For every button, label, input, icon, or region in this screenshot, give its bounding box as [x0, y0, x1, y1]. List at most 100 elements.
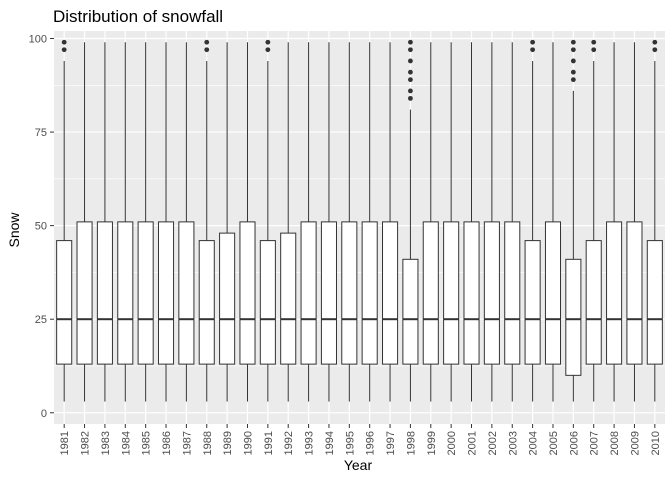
outlier-point — [61, 39, 67, 45]
outlier-point — [591, 47, 597, 53]
x-tick-label: 1991 — [263, 431, 275, 455]
iqr-box — [56, 240, 73, 365]
outlier-point — [408, 77, 413, 83]
y-tick-label: 75 — [35, 127, 47, 139]
box-2007 — [585, 39, 602, 402]
box-2009 — [626, 42, 643, 402]
iqr-box — [341, 221, 358, 365]
box-1995 — [341, 42, 358, 402]
y-tick-label: 50 — [35, 221, 47, 233]
x-tick-label: 1995 — [344, 431, 356, 455]
x-tick-label: 2004 — [528, 431, 540, 455]
box-1996 — [361, 42, 378, 402]
iqr-box — [96, 221, 113, 365]
x-tick-label: 1989 — [222, 431, 234, 455]
outlier-point — [408, 88, 413, 94]
box-1999 — [422, 42, 439, 402]
box-1981 — [56, 39, 73, 402]
outlier-point — [408, 95, 413, 101]
outlier-point — [204, 47, 210, 53]
box-1988 — [198, 39, 215, 402]
outlier-point — [570, 47, 576, 53]
outlier-point — [265, 39, 271, 45]
iqr-box — [504, 221, 521, 365]
x-tick-label: 1992 — [283, 431, 295, 455]
iqr-box — [443, 221, 460, 365]
outlier-point — [652, 47, 658, 53]
box-2006 — [565, 39, 582, 402]
iqr-box — [117, 221, 134, 365]
x-tick-label: 2009 — [629, 431, 641, 455]
x-tick-label: 1981 — [59, 431, 71, 455]
iqr-box — [626, 221, 643, 365]
box-2008 — [606, 42, 623, 402]
box-1991 — [259, 39, 276, 402]
x-axis: 1981 1982 1983 1984 1985 1986 1987 1988 1989 1990… — [59, 424, 662, 455]
iqr-box — [524, 240, 541, 365]
box-1990 — [239, 42, 256, 402]
x-tick-label: 1994 — [324, 431, 336, 455]
x-tick-label: 1996 — [365, 431, 377, 455]
box-2003 — [504, 42, 521, 402]
x-tick-label: 2000 — [446, 431, 458, 455]
box-2001 — [463, 42, 480, 402]
x-tick-label: 1986 — [161, 431, 173, 455]
outlier-point — [530, 47, 536, 53]
box-1985 — [137, 42, 154, 402]
iqr-box — [606, 221, 623, 365]
outlier-point — [204, 39, 210, 45]
box-1986 — [157, 42, 175, 402]
iqr-box — [585, 240, 602, 365]
iqr-box — [239, 221, 256, 365]
iqr-box — [137, 221, 154, 365]
box-1993 — [300, 42, 317, 402]
y-tick-label: 25 — [35, 314, 47, 326]
outlier-point — [265, 47, 271, 53]
box-1984 — [117, 42, 134, 402]
iqr-box — [544, 221, 562, 365]
x-tick-label: 1984 — [120, 431, 132, 455]
outlier-point — [570, 39, 576, 45]
iqr-box — [320, 221, 337, 365]
box-2002 — [483, 42, 500, 402]
plot-panel — [54, 31, 665, 424]
x-tick-label: 2006 — [568, 431, 580, 455]
iqr-box — [259, 240, 276, 365]
box-2010 — [646, 39, 663, 402]
x-tick-label: 2007 — [589, 431, 601, 455]
x-tick-label: 1998 — [405, 431, 417, 455]
box-1987 — [178, 42, 195, 402]
iqr-box — [422, 221, 439, 365]
box-2004 — [524, 39, 541, 402]
iqr-box — [565, 258, 582, 376]
y-axis: 0 25 50 75 100 — [29, 33, 54, 420]
x-axis-title: Year — [344, 457, 373, 473]
iqr-box — [178, 221, 195, 365]
y-tick-label: 100 — [29, 33, 47, 45]
iqr-box — [76, 221, 93, 365]
x-tick-label: 2008 — [609, 431, 621, 455]
iqr-box — [280, 232, 297, 365]
iqr-box — [361, 221, 378, 365]
x-tick-label: 1999 — [426, 431, 438, 455]
iqr-box — [300, 221, 317, 365]
box-1998 — [402, 39, 419, 402]
outlier-point — [408, 47, 413, 53]
y-axis-title: Snow — [6, 212, 22, 248]
iqr-box — [219, 232, 236, 365]
outlier-point — [652, 39, 658, 45]
outlier-point — [408, 58, 413, 64]
x-tick-label: 1982 — [80, 431, 92, 455]
x-tick-label: 1993 — [304, 431, 316, 455]
outlier-point — [591, 39, 597, 45]
outlier-point — [61, 47, 67, 53]
outlier-point — [408, 69, 413, 75]
iqr-box — [483, 221, 500, 365]
iqr-box — [382, 221, 399, 365]
x-tick-label: 2005 — [548, 431, 560, 455]
box-1982 — [76, 42, 93, 402]
x-tick-label: 2010 — [650, 431, 662, 455]
x-tick-label: 1990 — [242, 431, 254, 455]
x-tick-label: 2001 — [467, 431, 479, 455]
